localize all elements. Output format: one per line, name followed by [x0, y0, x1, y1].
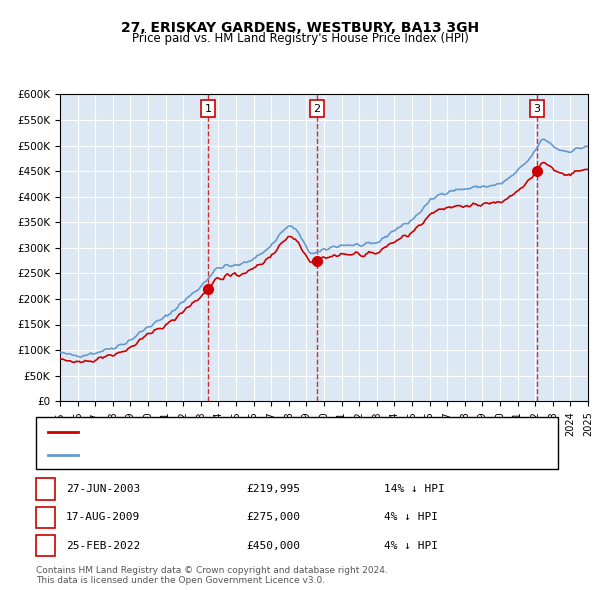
- Text: 27, ERISKAY GARDENS, WESTBURY, BA13 3GH (detached house): 27, ERISKAY GARDENS, WESTBURY, BA13 3GH …: [84, 427, 419, 437]
- Text: 4% ↓ HPI: 4% ↓ HPI: [384, 513, 438, 522]
- Text: 27, ERISKAY GARDENS, WESTBURY, BA13 3GH: 27, ERISKAY GARDENS, WESTBURY, BA13 3GH: [121, 21, 479, 35]
- Text: Price paid vs. HM Land Registry's House Price Index (HPI): Price paid vs. HM Land Registry's House …: [131, 32, 469, 45]
- Text: 27-JUN-2003: 27-JUN-2003: [66, 484, 140, 494]
- Text: 2: 2: [42, 513, 49, 522]
- Text: 2: 2: [313, 104, 320, 114]
- Text: 3: 3: [42, 541, 49, 550]
- Text: 4% ↓ HPI: 4% ↓ HPI: [384, 541, 438, 550]
- Text: 1: 1: [42, 484, 49, 494]
- Text: £219,995: £219,995: [246, 484, 300, 494]
- Text: £450,000: £450,000: [246, 541, 300, 550]
- Text: 14% ↓ HPI: 14% ↓ HPI: [384, 484, 445, 494]
- Text: 1: 1: [205, 104, 212, 114]
- Text: 3: 3: [533, 104, 540, 114]
- Text: Contains HM Land Registry data © Crown copyright and database right 2024.
This d: Contains HM Land Registry data © Crown c…: [36, 566, 388, 585]
- Text: 17-AUG-2009: 17-AUG-2009: [66, 513, 140, 522]
- Text: £275,000: £275,000: [246, 513, 300, 522]
- Text: 25-FEB-2022: 25-FEB-2022: [66, 541, 140, 550]
- Text: HPI: Average price, detached house, Wiltshire: HPI: Average price, detached house, Wilt…: [84, 450, 323, 460]
